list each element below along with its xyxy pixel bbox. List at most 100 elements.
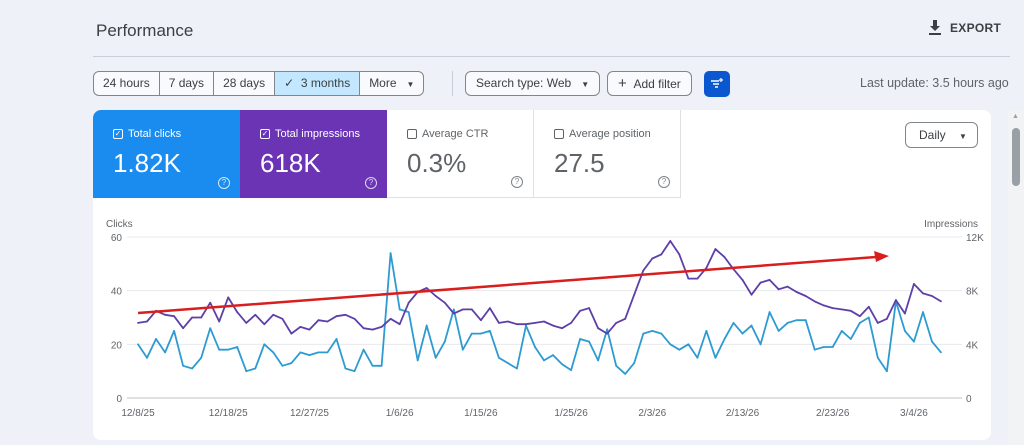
trend-arrow-annotation — [137, 251, 889, 315]
help-icon[interactable]: ? — [218, 177, 230, 189]
metric-label: Total clicks — [128, 128, 182, 140]
data-point-clicks — [254, 367, 257, 370]
data-point-impressions — [597, 327, 600, 330]
checkbox-unchecked-icon[interactable] — [554, 129, 564, 139]
data-point-clicks — [723, 338, 726, 340]
range-7-days[interactable]: 7 days — [160, 72, 215, 95]
data-point-impressions — [308, 328, 311, 331]
help-icon[interactable]: ? — [365, 177, 377, 189]
scrollbar[interactable] — [1008, 110, 1024, 445]
data-point-clicks — [534, 346, 536, 348]
metric-value: 27.5 — [554, 148, 605, 178]
x-tick-label: 1/15/26 — [464, 408, 498, 419]
data-point-impressions — [624, 317, 627, 320]
data-point-impressions — [786, 285, 789, 288]
scrollbar-thumb[interactable] — [1012, 128, 1020, 186]
x-tick-label: 1/6/26 — [386, 408, 414, 419]
x-tick-label: 12/18/25 — [209, 408, 248, 419]
data-point-clicks — [516, 367, 518, 370]
data-point-clicks — [831, 346, 834, 348]
metric-average-ctr[interactable]: Average CTR 0.3% ? — [387, 110, 534, 198]
data-point-impressions — [389, 317, 392, 320]
data-point-clicks — [398, 308, 401, 311]
data-point-impressions — [795, 291, 798, 293]
data-point-impressions — [470, 308, 473, 311]
data-point-clicks — [470, 332, 473, 335]
series-line-clicks — [137, 252, 942, 375]
data-point-clicks — [651, 330, 654, 332]
search-type-dropdown[interactable]: Search type: Web ▼ — [465, 71, 601, 96]
data-point-clicks — [777, 330, 780, 332]
help-icon[interactable]: ? — [511, 176, 523, 188]
data-point-clicks — [858, 321, 861, 324]
data-point-impressions — [876, 321, 879, 324]
data-point-clicks — [173, 330, 175, 332]
data-point-impressions — [534, 321, 536, 324]
data-point-clicks — [552, 354, 554, 356]
data-point-impressions — [885, 317, 888, 320]
add-filter-label: Add filter — [633, 77, 681, 91]
data-point-clicks — [940, 351, 942, 354]
data-point-impressions — [516, 323, 518, 326]
scroll-up-icon[interactable]: ▲ — [1012, 113, 1019, 120]
data-point-impressions — [497, 321, 500, 324]
data-point-clicks — [660, 332, 663, 335]
metric-total-clicks[interactable]: ✓ Total clicks 1.82K ? — [93, 110, 240, 198]
data-point-impressions — [588, 307, 591, 310]
checkbox-checked-icon[interactable]: ✓ — [260, 129, 270, 139]
export-button[interactable]: EXPORT — [928, 20, 1001, 36]
data-point-clicks — [389, 252, 392, 255]
data-point-impressions — [894, 299, 897, 301]
checkbox-unchecked-icon[interactable] — [407, 129, 417, 139]
granularity-dropdown[interactable]: Daily ▼ — [905, 122, 978, 148]
data-point-impressions — [398, 323, 401, 326]
data-point-impressions — [272, 313, 275, 316]
data-point-clicks — [561, 363, 563, 366]
right-tick-label: 4K — [966, 340, 979, 351]
x-tick-label: 2/23/26 — [816, 408, 850, 419]
data-point-clicks — [407, 311, 410, 314]
x-tick-label: 1/25/26 — [554, 408, 588, 419]
checkbox-checked-icon[interactable]: ✓ — [113, 129, 123, 139]
data-point-impressions — [606, 332, 609, 335]
data-point-impressions — [164, 313, 166, 316]
data-point-impressions — [651, 257, 654, 260]
data-point-clicks — [922, 311, 924, 314]
data-point-impressions — [723, 256, 726, 259]
data-point-clicks — [272, 351, 275, 354]
data-point-clicks — [759, 343, 762, 346]
data-point-impressions — [353, 317, 356, 320]
data-point-impressions — [461, 308, 464, 311]
data-point-impressions — [281, 317, 284, 320]
filter-options-button[interactable] — [704, 71, 730, 97]
header-divider — [93, 56, 1010, 57]
left-tick-label: 20 — [111, 340, 123, 351]
data-point-clicks — [497, 356, 500, 359]
data-point-clicks — [597, 359, 600, 362]
toolbar-divider — [452, 71, 453, 96]
range-28-days[interactable]: 28 days — [214, 72, 276, 95]
data-point-impressions — [759, 281, 762, 284]
data-point-clicks — [227, 348, 230, 351]
add-filter-button[interactable]: + Add filter — [607, 71, 692, 96]
download-icon — [929, 20, 941, 35]
metric-total-impressions[interactable]: ✓ Total impressions 618K ? — [240, 110, 387, 198]
data-point-impressions — [579, 309, 582, 312]
data-point-clicks — [615, 364, 618, 367]
range-3-months[interactable]: ✓ 3 months — [275, 72, 361, 95]
data-point-impressions — [200, 316, 203, 319]
data-point-clicks — [931, 340, 933, 343]
metric-average-position[interactable]: Average position 27.5 ? — [534, 110, 681, 198]
data-point-impressions — [380, 325, 383, 328]
data-point-clicks — [588, 340, 591, 343]
metric-label: Total impressions — [275, 128, 360, 140]
data-point-impressions — [849, 309, 852, 312]
data-point-clicks — [904, 330, 906, 332]
range-more[interactable]: More ▼ — [360, 72, 423, 95]
help-icon[interactable]: ? — [658, 176, 670, 188]
range-24-hours[interactable]: 24 hours — [94, 72, 160, 95]
data-point-impressions — [615, 321, 618, 324]
data-point-impressions — [642, 269, 645, 272]
data-point-clicks — [290, 362, 293, 365]
series-line-impressions — [137, 240, 942, 335]
